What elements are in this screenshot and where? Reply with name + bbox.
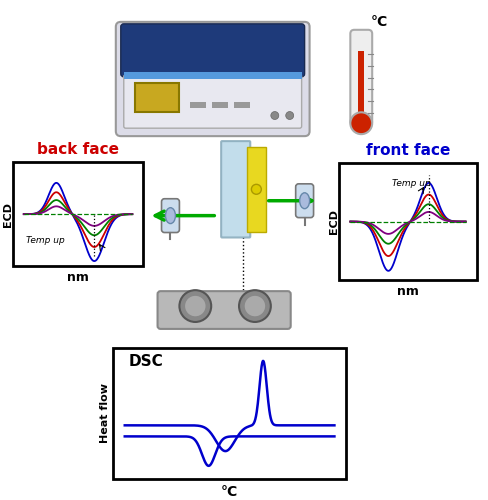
FancyBboxPatch shape (121, 24, 305, 77)
Circle shape (271, 112, 279, 120)
FancyBboxPatch shape (158, 291, 291, 329)
FancyBboxPatch shape (162, 198, 180, 232)
Bar (358, 51, 364, 119)
FancyBboxPatch shape (350, 30, 372, 125)
Text: Temp up: Temp up (26, 236, 65, 246)
Text: Heat flow: Heat flow (100, 384, 110, 444)
Text: front face: front face (366, 143, 450, 158)
Text: °C: °C (371, 15, 388, 29)
Bar (339, 163, 476, 280)
Bar (234, 102, 250, 108)
Text: °C: °C (221, 485, 238, 499)
FancyBboxPatch shape (221, 141, 250, 238)
Bar (124, 29, 302, 74)
Bar (212, 102, 228, 108)
Bar (135, 82, 180, 112)
Circle shape (251, 184, 262, 194)
Bar (124, 72, 302, 79)
FancyBboxPatch shape (124, 75, 302, 128)
Text: nm: nm (397, 284, 419, 298)
Text: nm: nm (67, 270, 89, 283)
Bar (14, 162, 142, 266)
FancyBboxPatch shape (116, 22, 309, 136)
Bar (190, 102, 206, 108)
Circle shape (184, 295, 206, 317)
Bar (247, 147, 266, 232)
Circle shape (244, 295, 266, 317)
Text: ECD: ECD (329, 209, 340, 234)
Bar (113, 348, 346, 479)
Circle shape (239, 290, 271, 322)
Text: back face: back face (37, 142, 119, 157)
Ellipse shape (300, 193, 309, 208)
Ellipse shape (165, 208, 175, 224)
FancyBboxPatch shape (296, 184, 314, 218)
Circle shape (286, 112, 294, 120)
Text: ECD: ECD (3, 202, 14, 226)
Circle shape (180, 290, 211, 322)
Text: Temp up: Temp up (391, 180, 430, 188)
Text: DSC: DSC (129, 354, 163, 368)
Circle shape (350, 112, 372, 134)
